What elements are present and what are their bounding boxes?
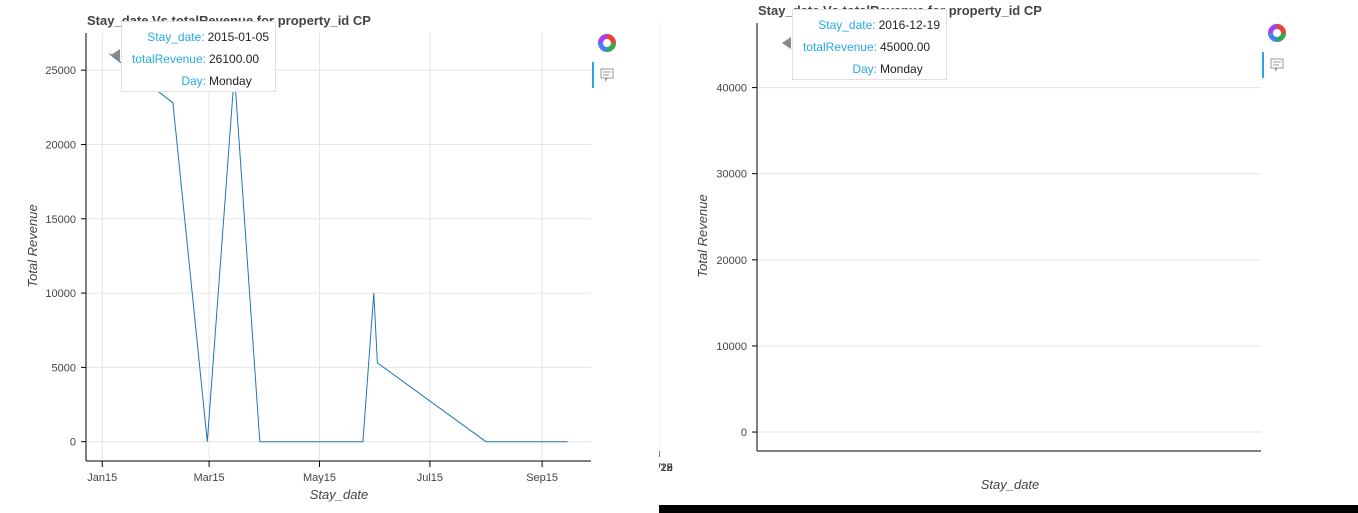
tooltip-value: 2016-12-19 bbox=[878, 18, 940, 32]
tooltip-key: totalRevenue: bbox=[131, 52, 206, 66]
x-tick-label: May15 bbox=[303, 472, 336, 484]
tooltip-row: Stay_date: 2015-01-05 bbox=[128, 26, 269, 48]
x-tick-label: Sep15 bbox=[526, 472, 558, 484]
tooltip-row: totalRevenue: 45000.00 bbox=[799, 36, 940, 58]
y-tick-label: 20000 bbox=[716, 255, 747, 267]
tooltip-value: 45000.00 bbox=[880, 40, 931, 54]
series-line bbox=[109, 53, 568, 443]
tooltip-row: Day: Monday bbox=[799, 58, 940, 80]
hover-tooltip: Stay_date: 2016-12-19 totalRevenue: 4500… bbox=[792, 9, 947, 80]
x-tick-label: 12/19 bbox=[659, 462, 673, 474]
y-tick-label: 30000 bbox=[716, 169, 747, 181]
tooltip-value: 26100.00 bbox=[209, 52, 260, 66]
tooltip-pointer-icon bbox=[111, 49, 120, 61]
x-axis-label: Stay_date bbox=[981, 477, 1040, 492]
bokeh-logo-icon[interactable] bbox=[1266, 22, 1288, 44]
tooltip-row: Day: Monday bbox=[128, 70, 269, 92]
tooltip-value: 2015-01-05 bbox=[207, 30, 269, 44]
tooltip-value: Monday bbox=[880, 62, 923, 76]
tooltip-key: totalRevenue: bbox=[802, 40, 877, 54]
active-tool-indicator bbox=[592, 62, 594, 88]
tooltip-row: Stay_date: 2016-12-19 bbox=[799, 14, 940, 36]
y-tick-label: 0 bbox=[70, 437, 76, 449]
chart-1: Stay_date Vs totalRevenue for property_i… bbox=[25, 13, 591, 502]
bottom-black-bar bbox=[659, 505, 1358, 513]
x-tick-label: Jan15 bbox=[87, 472, 117, 484]
x-tick-label: Jul15 bbox=[417, 472, 443, 484]
hover-tool-icon[interactable] bbox=[1270, 58, 1285, 73]
y-axis-label: Total Revenue bbox=[25, 204, 40, 287]
tooltip-key: Stay_date: bbox=[147, 30, 205, 44]
tooltip-pointer-icon bbox=[782, 37, 791, 49]
y-tick-label: 15000 bbox=[45, 214, 76, 226]
y-tick-label: 40000 bbox=[716, 83, 747, 95]
x-tick-label: 12/28 bbox=[659, 462, 673, 474]
hover-tooltip: Stay_date: 2015-01-05 totalRevenue: 2610… bbox=[121, 21, 276, 92]
y-tick-label: 5000 bbox=[52, 362, 76, 374]
tooltip-value: Monday bbox=[209, 74, 252, 88]
bokeh-logo-icon[interactable] bbox=[596, 32, 618, 54]
y-tick-label: 20000 bbox=[45, 139, 76, 151]
tooltip-row: totalRevenue: 26100.00 bbox=[128, 48, 269, 70]
y-tick-label: 0 bbox=[741, 427, 747, 439]
tooltip-key: Day: bbox=[181, 74, 206, 88]
y-axis-label: Total Revenue bbox=[695, 194, 710, 277]
y-tick-label: 10000 bbox=[716, 341, 747, 353]
tooltip-key: Stay_date: bbox=[818, 18, 876, 32]
chart-2: Stay_date Vs totalRevenue for property_i… bbox=[659, 0, 1261, 492]
x-tick-label: Mar15 bbox=[193, 472, 224, 484]
x-tick-label: 12/22 bbox=[659, 462, 673, 474]
y-tick-label: 25000 bbox=[45, 65, 76, 77]
x-tick-label: 12/25 bbox=[659, 462, 673, 474]
x-axis-label: Stay_date bbox=[310, 487, 369, 502]
tooltip-key: Day: bbox=[852, 62, 877, 76]
y-tick-label: 10000 bbox=[45, 288, 76, 300]
active-tool-indicator bbox=[1262, 52, 1264, 78]
hover-tool-icon[interactable] bbox=[600, 68, 615, 83]
